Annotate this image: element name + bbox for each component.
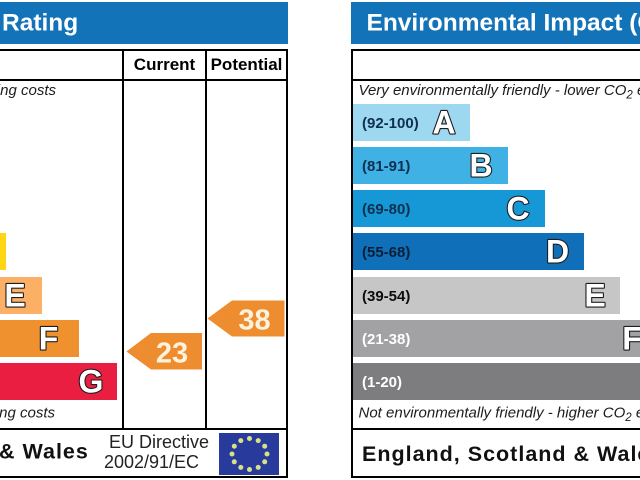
svg-text:Environmental Impact (CO2) Rat: Environmental Impact (CO2) Rating [367, 9, 640, 39]
svg-text:Current: Current [134, 55, 196, 74]
svg-text:(69-80): (69-80) [362, 201, 410, 218]
svg-text:E: E [4, 278, 25, 314]
svg-text:C: C [506, 191, 529, 227]
svg-text:(1-20): (1-20) [362, 374, 402, 391]
svg-text:F: F [39, 321, 59, 357]
svg-text:Not energy efficient - higher: Not energy efficient - higher running co… [0, 405, 55, 422]
svg-text:& Wales: & Wales [0, 440, 89, 464]
svg-text:(39-54): (39-54) [362, 288, 410, 305]
svg-text:F: F [622, 321, 640, 357]
svg-text:B: B [469, 148, 492, 184]
svg-text:Very energy efficient - lower: Very energy efficient - lower running co… [0, 82, 56, 99]
svg-text:(55-68): (55-68) [362, 244, 410, 261]
svg-text:(21-38): (21-38) [362, 331, 410, 348]
svg-text:38: 38 [238, 305, 270, 337]
svg-text:Very environmentally friendly: Very environmentally friendly - lower CO… [359, 82, 640, 102]
svg-text:E: E [584, 278, 605, 314]
svg-text:A: A [432, 105, 455, 141]
svg-text:D: D [546, 234, 569, 270]
svg-text:Potential: Potential [211, 55, 283, 74]
svg-text:Rating: Rating [2, 9, 78, 36]
svg-text:2002/91/EC: 2002/91/EC [104, 452, 199, 472]
svg-text:EU Directive: EU Directive [109, 432, 209, 452]
svg-text:23: 23 [156, 338, 188, 370]
svg-text:England, Scotland & Wales: England, Scotland & Wales [362, 442, 640, 466]
svg-text:(92-100): (92-100) [362, 115, 419, 132]
svg-text:(81-91): (81-91) [362, 158, 410, 175]
svg-text:G: G [79, 364, 104, 400]
svg-text:Not environmentally friendly -: Not environmentally friendly - higher CO… [359, 405, 640, 425]
